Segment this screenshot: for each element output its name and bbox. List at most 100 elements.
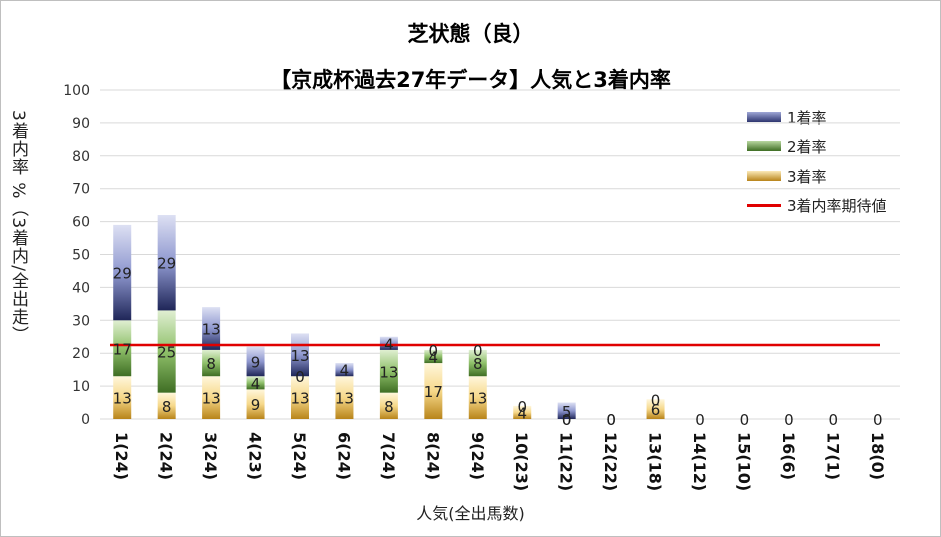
bar-third: [291, 376, 309, 419]
data-label-third: 6: [651, 401, 661, 419]
data-label-first: 0: [473, 342, 483, 360]
bar-third: [646, 399, 665, 419]
data-label-first: 13: [202, 321, 221, 339]
data-label-second: 0: [562, 411, 572, 429]
data-label-second: 8: [473, 355, 483, 373]
x-tick-label: 14(12): [690, 432, 709, 491]
bar-third: [157, 392, 176, 419]
legend-line-expected: [747, 203, 781, 207]
data-label-first: 0: [784, 411, 794, 429]
y-tick-label: 40: [72, 280, 90, 296]
bar-third: [424, 363, 443, 419]
bar-first: [335, 363, 354, 377]
data-label-third: 13: [113, 390, 132, 408]
data-label-third: 8: [162, 398, 172, 416]
x-tick-label: 2(24): [157, 432, 176, 480]
bar-third: [379, 392, 398, 419]
x-tick-label: 8(24): [423, 432, 442, 480]
data-label-second: 4: [251, 375, 261, 393]
data-label-third: 13: [290, 390, 309, 408]
data-label-first: 0: [695, 411, 705, 429]
x-tick-label: 10(23): [512, 432, 531, 491]
data-label-first: 5: [562, 403, 572, 421]
y-tick-label: 60: [72, 215, 90, 231]
x-tick-label: 3(24): [201, 432, 220, 480]
bar-first: [157, 215, 176, 311]
data-label-first: 0: [429, 342, 439, 360]
data-label-first: 9: [251, 353, 261, 371]
bar-second: [246, 376, 265, 390]
legend-swatch-third: [747, 171, 781, 181]
y-tick-label: 10: [72, 379, 90, 395]
y-axis-label: 3着内率 %（3着内/全出走）: [8, 110, 28, 344]
legend-label-second: 2着率: [787, 137, 827, 156]
bar-second: [113, 320, 132, 377]
bar-third: [113, 376, 132, 419]
bar-first: [113, 224, 132, 321]
y-tick-label: 30: [72, 313, 90, 329]
x-tick-label: 11(22): [557, 432, 576, 491]
bar-second: [468, 349, 487, 377]
data-label-third: 13: [202, 390, 221, 408]
y-tick-label: 80: [72, 149, 90, 165]
data-label-first: 0: [606, 411, 616, 429]
x-tick-label: 6(24): [334, 432, 353, 480]
bar-third: [335, 376, 354, 419]
data-label-third: 9: [251, 396, 261, 414]
bar-first: [557, 402, 576, 419]
x-tick-label: 7(24): [379, 432, 398, 480]
bar-first: [246, 346, 265, 377]
data-label-third: 17: [424, 383, 443, 401]
data-label-second: 17: [113, 340, 132, 358]
bar-third: [468, 376, 487, 419]
data-label-first: 29: [157, 255, 176, 273]
data-label-second: 4: [429, 348, 439, 366]
data-label-second: 25: [157, 344, 176, 362]
legend-label-first: 1着率: [787, 108, 827, 127]
bar-second: [424, 349, 443, 364]
legend-swatch-first: [747, 112, 781, 122]
data-label-first: 13: [290, 347, 309, 365]
data-label-first: 0: [873, 411, 883, 429]
bar-third: [246, 389, 265, 419]
data-label-second: 13: [379, 363, 398, 381]
data-label-second: 0: [295, 368, 305, 386]
legend-swatch-second: [747, 141, 781, 151]
data-label-third: 8: [384, 398, 394, 416]
x-tick-label: 5(24): [290, 432, 309, 480]
x-tick-label: 9(24): [468, 432, 487, 480]
y-tick-label: 20: [72, 346, 90, 362]
y-tick-label: 100: [63, 83, 90, 99]
x-tick-label: 12(22): [601, 432, 620, 491]
legend-label-expected: 3着内率期待値: [787, 196, 887, 215]
data-label-first: 29: [113, 265, 132, 283]
legend-item-expected: 3着内率期待値: [747, 195, 887, 215]
legend-label-third: 3着率: [787, 167, 827, 186]
data-label-first: 0: [517, 398, 527, 416]
data-label-first: 4: [340, 362, 350, 380]
data-label-first: 4: [384, 335, 394, 353]
data-label-third: 4: [517, 404, 527, 422]
chart-title: 芝状態（良）: [407, 22, 534, 46]
y-tick-label: 90: [72, 116, 90, 132]
data-label-third: 13: [468, 390, 487, 408]
data-label-first: 0: [651, 391, 661, 409]
y-tick-label: 50: [72, 248, 90, 264]
bar-third: [513, 405, 532, 419]
x-tick-label: 13(18): [646, 432, 665, 491]
x-tick-label: 15(10): [734, 432, 753, 491]
data-label-third: 0: [606, 411, 616, 429]
data-label-first: 0: [829, 411, 839, 429]
data-label-second: 8: [206, 355, 216, 373]
bar-first: [379, 336, 398, 350]
x-tick-label: 1(24): [112, 432, 131, 480]
bar-second: [157, 310, 176, 393]
y-tick-label: 70: [72, 182, 90, 198]
y-tick-label: 0: [81, 412, 90, 428]
legend-item-first: 1着率: [747, 107, 827, 127]
bar-second: [202, 349, 221, 377]
bar-third: [202, 376, 221, 419]
legend-item-third: 3着率: [747, 166, 827, 186]
x-tick-label: 17(1): [823, 432, 842, 480]
